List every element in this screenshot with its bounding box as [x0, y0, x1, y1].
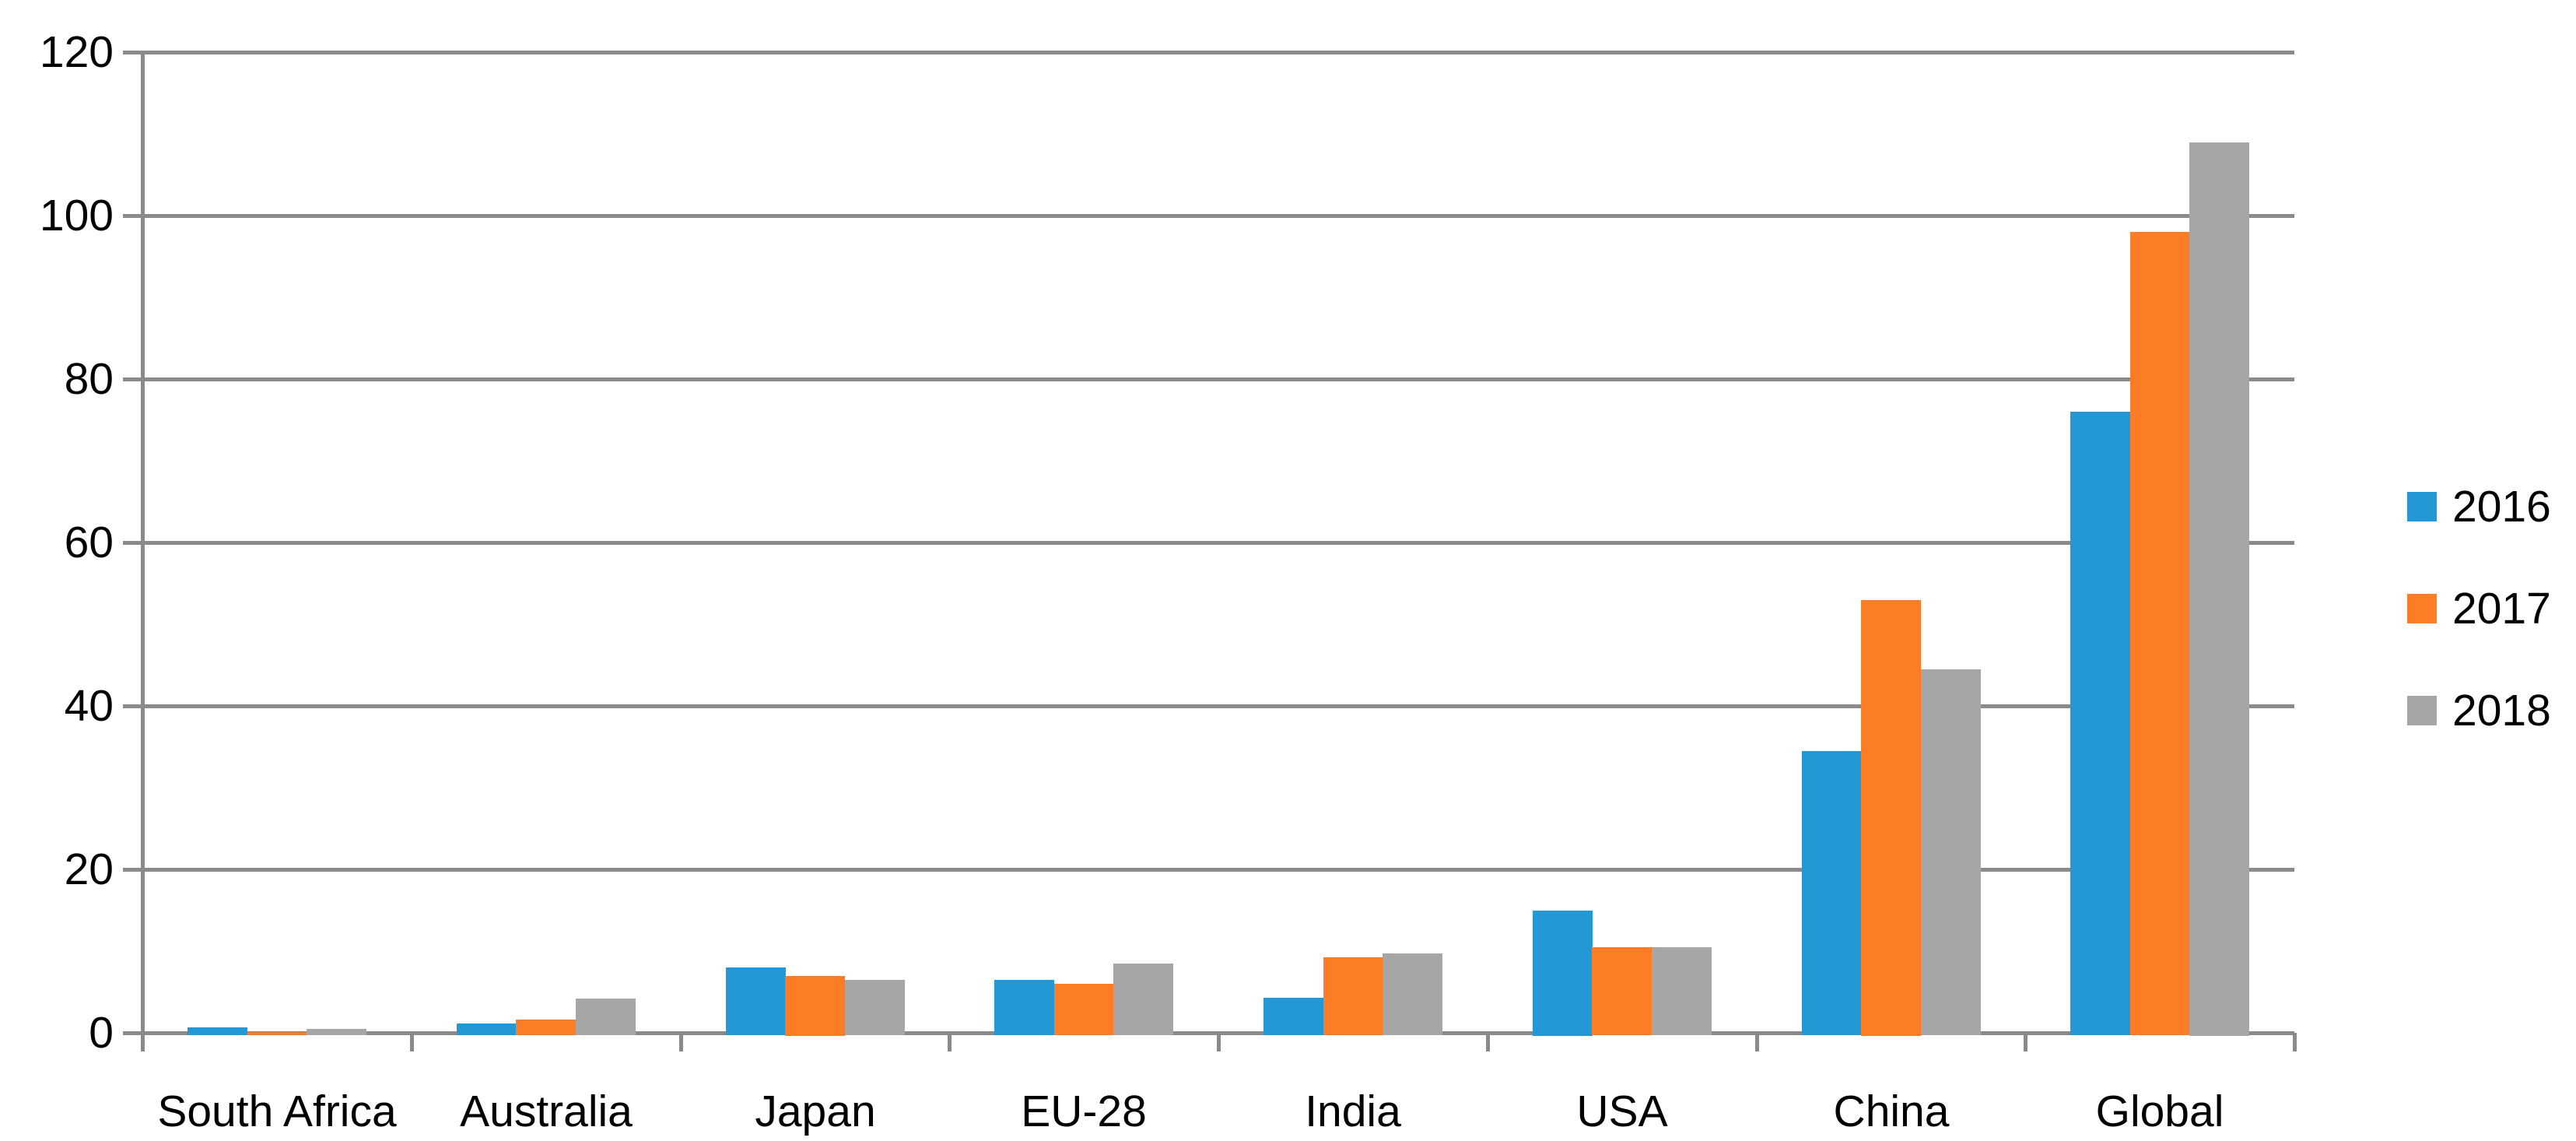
- x-axis-label-global: Global: [2095, 1087, 2224, 1136]
- x-axis-tick: [1755, 1033, 1759, 1051]
- bar-australia-2016: [457, 1023, 517, 1035]
- x-axis-label-australia: Australia: [460, 1087, 633, 1136]
- gridline-120: [123, 51, 2294, 54]
- bar-china-2017: [1861, 600, 1921, 1036]
- gridline-80: [123, 377, 2294, 381]
- y-axis-label-80: 80: [64, 354, 114, 404]
- bar-eu-28-2016: [994, 980, 1054, 1035]
- x-axis-label-south-africa: South Africa: [157, 1087, 397, 1136]
- x-axis-tick: [141, 1033, 145, 1051]
- legend-swatch-2017: [2407, 594, 2437, 623]
- bar-china-2018: [1921, 669, 1981, 1035]
- bar-australia-2018: [576, 999, 636, 1035]
- x-axis-tick: [1217, 1033, 1221, 1051]
- legend-swatch-2018: [2407, 696, 2437, 725]
- y-axis-line: [141, 52, 145, 1051]
- bar-south-africa-2017: [247, 1032, 307, 1035]
- y-axis-label-100: 100: [39, 191, 114, 240]
- gridline-100: [123, 214, 2294, 218]
- bar-india-2017: [1323, 957, 1383, 1035]
- legend-label-2016: 2016: [2452, 482, 2551, 532]
- legend-item-2017: 2017: [2407, 584, 2551, 634]
- y-axis-label-0: 0: [89, 1008, 114, 1058]
- legend-item-2018: 2018: [2407, 686, 2551, 736]
- bar-south-africa-2016: [188, 1027, 247, 1035]
- bar-usa-2017: [1592, 947, 1652, 1035]
- gridline-40: [123, 704, 2294, 708]
- bar-india-2016: [1263, 998, 1323, 1035]
- bar-japan-2017: [785, 976, 845, 1036]
- bar-usa-2016: [1533, 911, 1593, 1036]
- x-axis-tick: [2024, 1033, 2028, 1051]
- bar-eu-28-2017: [1054, 984, 1114, 1035]
- gridline-20: [123, 868, 2294, 872]
- x-axis-tick: [410, 1033, 414, 1051]
- legend-label-2018: 2018: [2452, 686, 2551, 736]
- legend-item-2016: 2016: [2407, 482, 2551, 532]
- x-axis-label-eu-28: EU-28: [1021, 1087, 1147, 1136]
- bar-japan-2018: [845, 980, 905, 1035]
- bar-global-2018: [2189, 142, 2249, 1036]
- y-axis-label-120: 120: [39, 27, 114, 77]
- legend-label-2017: 2017: [2452, 584, 2551, 634]
- bar-global-2017: [2130, 232, 2190, 1035]
- bar-south-africa-2018: [307, 1029, 366, 1035]
- bar-eu-28-2018: [1113, 964, 1173, 1035]
- x-axis-label-india: India: [1305, 1087, 1401, 1136]
- x-axis-label-japan: Japan: [755, 1087, 876, 1136]
- x-axis-tick: [1486, 1033, 1490, 1051]
- bar-china-2016: [1802, 751, 1862, 1035]
- gridline-0: [123, 1031, 2294, 1035]
- y-axis-label-20: 20: [64, 844, 114, 894]
- bar-australia-2017: [516, 1020, 576, 1035]
- bar-india-2018: [1383, 953, 1442, 1035]
- x-axis-tick: [948, 1033, 952, 1051]
- x-axis-label-china: China: [1833, 1087, 1950, 1136]
- y-axis-label-40: 40: [64, 681, 114, 731]
- legend-swatch-2016: [2407, 492, 2437, 521]
- x-axis-label-usa: USA: [1576, 1087, 1668, 1136]
- bar-usa-2018: [1652, 947, 1712, 1035]
- gridline-60: [123, 541, 2294, 545]
- y-axis-label-60: 60: [64, 518, 114, 567]
- x-axis-tick: [2293, 1033, 2297, 1051]
- bar-global-2016: [2070, 412, 2130, 1035]
- x-axis-tick: [679, 1033, 683, 1051]
- bar-japan-2016: [726, 967, 786, 1035]
